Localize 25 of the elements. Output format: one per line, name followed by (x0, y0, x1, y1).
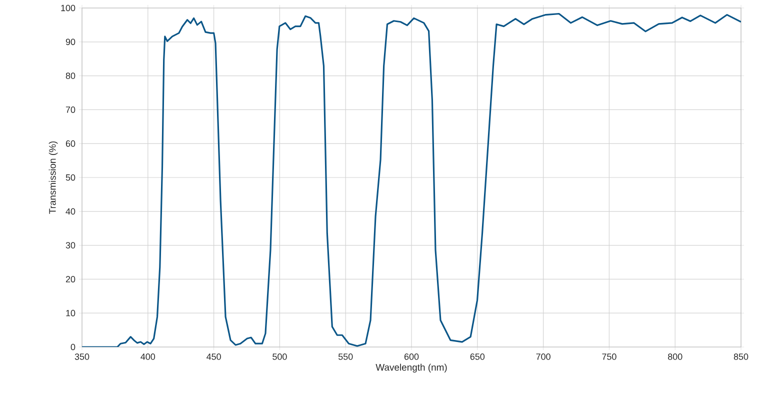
x-tick-label: 750 (602, 354, 616, 360)
x-tick-label: 450 (206, 354, 221, 360)
x-axis-title: Wavelength (nm) (376, 364, 447, 373)
y-tick-label: 100 (61, 4, 76, 12)
y-tick-label: 40 (66, 208, 76, 215)
x-tick-label: 500 (272, 354, 287, 360)
y-tick-label: 20 (66, 276, 76, 282)
x-tick-label: 850 (734, 354, 748, 360)
x-tick-label: 600 (404, 354, 419, 360)
x-tick-label: 650 (470, 354, 485, 360)
y-tick-label: 90 (66, 38, 76, 46)
x-tick-label: 350 (74, 354, 90, 360)
x-tick-label: 400 (140, 354, 156, 360)
y-tick-label: 30 (66, 242, 76, 248)
y-axis-title: Transmission (%) (48, 141, 58, 214)
x-tick-label: 800 (668, 354, 682, 360)
y-tick-label: 70 (66, 106, 76, 113)
y-tick-label: 10 (66, 310, 76, 316)
y-tick-label: 50 (66, 174, 76, 181)
x-tick-label: 550 (338, 354, 353, 360)
y-tick-label: 0 (70, 344, 76, 350)
y-tick-label: 80 (66, 72, 76, 79)
y-tick-label: 60 (66, 140, 76, 147)
line-series (82, 12, 742, 347)
x-tick-label: 700 (536, 354, 550, 360)
